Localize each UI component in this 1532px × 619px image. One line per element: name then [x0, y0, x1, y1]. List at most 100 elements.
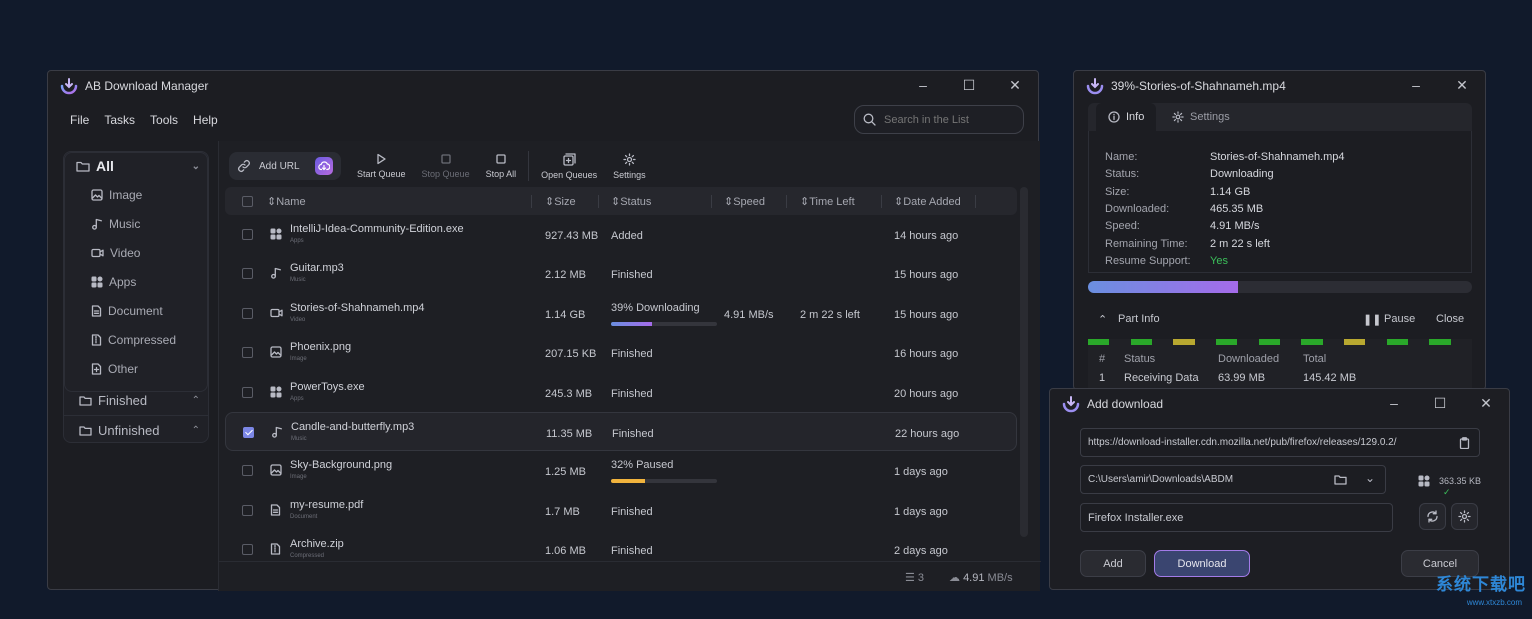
row-checkbox[interactable] [243, 427, 254, 438]
sidebar-item-other[interactable]: Other [64, 357, 208, 381]
table-row[interactable]: Phoenix.png Image 207.15 KB Finished 16 hour… [225, 333, 1017, 372]
table-row[interactable]: IntelliJ-Idea-Community-Edition.exe Apps 9… [225, 215, 1017, 254]
row-checkbox[interactable] [242, 465, 253, 477]
table-row[interactable]: PowerToys.exe Apps 245.3 MB Finished 20 hour… [225, 373, 1017, 412]
part-info-toggle[interactable]: Part Info [1118, 313, 1160, 325]
sidebar-item-music[interactable]: Music [64, 212, 208, 236]
column-time-left[interactable]: ⇕Time Left [800, 196, 855, 208]
window-title: Add download [1087, 397, 1164, 411]
minimize-icon[interactable]: – [919, 77, 927, 93]
file-status: Finished [611, 348, 653, 361]
table-row[interactable]: my-resume.pdf Document 1.7 MB Finished 1 day… [225, 491, 1017, 530]
sidebar-item-document[interactable]: Document [64, 299, 208, 323]
sidebar-item-finished[interactable]: Finished ⌃ [64, 388, 208, 412]
add-download-dialog: Add download – ☐ ✕ https://download-inst… [1049, 388, 1510, 590]
stop-queue-label: Stop Queue [421, 169, 470, 179]
stop-all-button[interactable]: Stop All [486, 153, 516, 179]
file-date-added: 14 hours ago [894, 230, 959, 242]
filename-field[interactable]: Firefox Installer.exe [1080, 503, 1393, 532]
menu-tools[interactable]: Tools [150, 113, 179, 127]
file-name: Phoenix.png [290, 341, 352, 354]
stop-queue-button[interactable]: Stop Queue [422, 153, 470, 179]
column-speed[interactable]: ⇕Speed [724, 196, 766, 208]
settings-button[interactable]: Settings [613, 152, 646, 180]
file-status: Finished [611, 545, 653, 558]
close-button[interactable]: Close [1436, 313, 1465, 325]
column-date-added[interactable]: ⇕Date Added [894, 196, 961, 208]
sidebar-item-apps[interactable]: Apps [64, 270, 208, 294]
search-input[interactable] [884, 113, 1004, 126]
cancel-button[interactable]: Cancel [1401, 550, 1479, 577]
table-row[interactable]: Stories-of-Shahnameh.mp4 Video 1.14 GB 39% … [225, 294, 1017, 333]
column-size[interactable]: ⇕Size [545, 196, 576, 208]
chevron-down-icon[interactable]: ⌄ [1364, 471, 1375, 485]
start-queue-button[interactable]: Start Queue [357, 153, 406, 179]
part-segment [1173, 339, 1195, 345]
maximize-icon[interactable]: ☐ [1433, 395, 1447, 411]
sidebar: All ⌄ Image Music Video Apps Document Co… [63, 151, 209, 443]
cloud-download-icon[interactable] [315, 157, 333, 175]
download-button[interactable]: Download [1154, 550, 1250, 577]
refresh-button[interactable] [1419, 503, 1446, 530]
close-icon[interactable]: ✕ [1456, 77, 1468, 93]
table-row[interactable]: Archive.zip Compressed 1.06 MB Finished 2 da… [225, 530, 1017, 569]
sidebar-item-label: Image [109, 188, 143, 202]
maximize-icon[interactable]: ☐ [962, 77, 976, 93]
search-box[interactable] [854, 105, 1024, 134]
column-name[interactable]: ⇕Name [267, 196, 306, 208]
download-progress-bar [1088, 281, 1472, 293]
row-checkbox[interactable] [242, 307, 253, 319]
sidebar-item-all[interactable]: All ⌄ [64, 154, 208, 178]
sidebar-item-unfinished[interactable]: Unfinished ⌃ [64, 418, 208, 442]
file-speed: 4.91 MB/s [724, 308, 774, 321]
add-button[interactable]: Add [1080, 550, 1146, 577]
sidebar-item-video[interactable]: Video [64, 241, 208, 265]
folder-icon[interactable] [1334, 474, 1347, 485]
settings-label: Settings [613, 169, 646, 180]
url-field[interactable]: https://download-installer.cdn.mozilla.n… [1080, 428, 1480, 457]
open-queues-button[interactable]: Open Queues [541, 152, 597, 180]
table-row[interactable]: Candle-and-butterfly.mp3 Music 11.35 MB Fin… [225, 412, 1017, 451]
download-settings-button[interactable] [1451, 503, 1478, 530]
row-checkbox[interactable] [242, 386, 253, 398]
sidebar-item-compressed[interactable]: Compressed [64, 328, 208, 352]
minimize-icon[interactable]: – [1412, 77, 1420, 93]
row-checkbox[interactable] [242, 229, 253, 240]
file-date-added: 1 days ago [894, 505, 948, 518]
pause-button[interactable]: Pause [1384, 313, 1416, 325]
chevron-up-icon[interactable]: ⌃ [191, 394, 200, 406]
close-icon[interactable]: ✕ [1009, 77, 1021, 93]
clipboard-icon[interactable] [1459, 437, 1470, 449]
menu-tasks[interactable]: Tasks [104, 113, 136, 127]
tab-info[interactable]: Info [1096, 103, 1157, 131]
chevron-up-icon[interactable]: ⌃ [191, 424, 200, 436]
chevron-up-icon[interactable]: ⌃ [1098, 313, 1108, 326]
chevron-down-icon[interactable]: ⌄ [191, 160, 200, 172]
part-segment [1215, 339, 1238, 345]
file-type: Video [290, 316, 306, 323]
stop-icon [496, 154, 506, 164]
file-size: 1.06 MB [545, 545, 586, 558]
row-checkbox[interactable] [242, 347, 253, 359]
row-checkbox[interactable] [242, 544, 253, 556]
column-status[interactable]: ⇕Status [611, 196, 652, 208]
folder-field[interactable]: C:\Users\amir\Downloads\ABDM ⌄ [1080, 465, 1386, 494]
pause-icon: ❚❚ [1363, 313, 1382, 326]
row-checkbox[interactable] [242, 504, 253, 516]
file-name: my-resume.pdf [290, 498, 364, 511]
table-row[interactable]: Guitar.mp3 Music 2.12 MB Finished 15 hours a… [225, 254, 1017, 293]
part-segment [1429, 339, 1451, 345]
menu-help[interactable]: Help [193, 113, 218, 127]
scrollbar[interactable] [1020, 187, 1028, 537]
window-title: 39%-Stories-of-Shahnameh.mp4 [1111, 79, 1286, 93]
minimize-icon[interactable]: – [1390, 395, 1398, 411]
row-checkbox[interactable] [242, 268, 253, 280]
close-icon[interactable]: ✕ [1480, 395, 1492, 411]
add-url-button[interactable]: Add URL [229, 152, 341, 180]
table-row[interactable]: Sky-Background.png Image 1.25 MB 32% Paused… [225, 451, 1017, 490]
select-all-checkbox[interactable] [242, 196, 253, 207]
sidebar-item-image[interactable]: Image [64, 183, 208, 207]
app-logo-icon [60, 78, 78, 95]
menu-file[interactable]: File [70, 113, 90, 127]
tab-settings[interactable]: Settings [1160, 103, 1242, 131]
